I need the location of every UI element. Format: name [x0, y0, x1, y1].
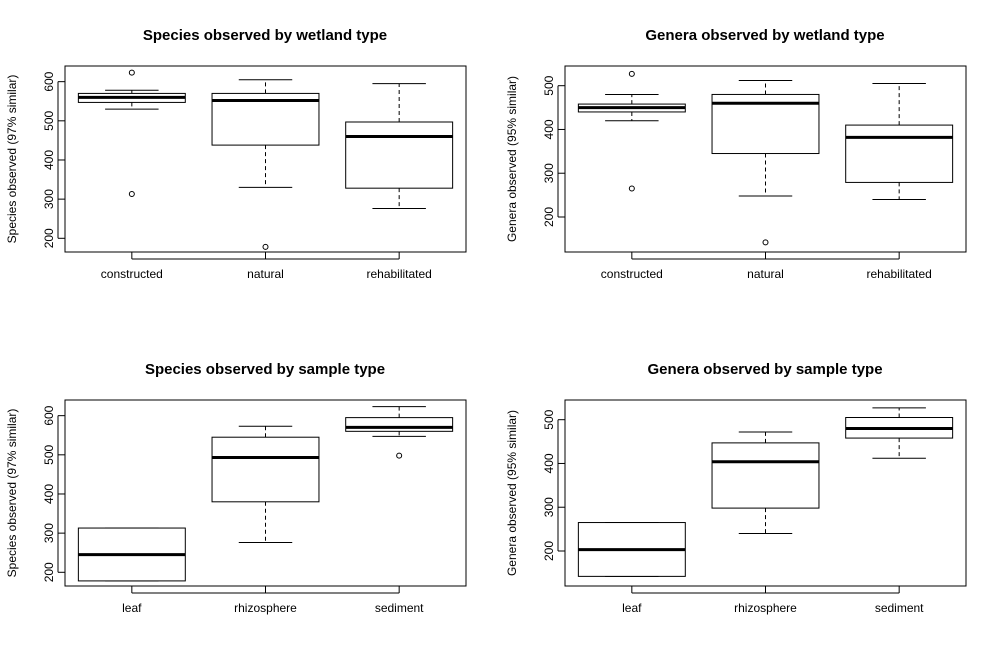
x-tick-label: rehabilitated — [366, 267, 431, 281]
x-tick-label: leaf — [122, 601, 142, 615]
boxes — [77, 69, 454, 250]
boxes — [77, 406, 454, 582]
y-tick-label: 500 — [542, 75, 556, 95]
box — [345, 417, 454, 432]
outlier-point — [628, 185, 635, 192]
y-axis: 200 300 400 500 — [542, 75, 565, 227]
y-tick-label: 400 — [42, 150, 56, 170]
chart-title: Genera observed by sample type — [647, 361, 882, 378]
y-axis-label: Species observed (97% similar) — [5, 409, 19, 578]
box — [345, 121, 454, 189]
x-tick-label: sediment — [375, 601, 424, 615]
x-tick-label: leaf — [622, 601, 642, 615]
x-tick-label: constructed — [601, 267, 663, 281]
boxes — [577, 407, 954, 577]
y-tick-label: 200 — [42, 562, 56, 582]
x-axis: constructed natural rehabilitated — [101, 252, 432, 281]
y-axis-label: Species observed (97% similar) — [5, 75, 19, 244]
outlier-point — [628, 70, 635, 77]
x-tick-label: natural — [247, 267, 284, 281]
y-tick-label: 300 — [42, 189, 56, 209]
x-tick-label: rhizosphere — [234, 601, 297, 615]
y-axis: 200 300 400 500 — [542, 409, 565, 561]
outlier-point — [128, 69, 135, 76]
y-axis: 200 300 400 500 600 — [42, 71, 65, 248]
x-tick-label: rhizosphere — [734, 601, 797, 615]
x-tick-label: natural — [747, 267, 784, 281]
chart-title: Species observed by sample type — [145, 361, 385, 378]
y-tick-label: 600 — [42, 71, 56, 91]
box — [211, 436, 320, 503]
y-tick-label: 500 — [542, 409, 556, 429]
x-tick-label: constructed — [101, 267, 163, 281]
panel-genera-wetland: Genera observed by wetland type Genera o… — [505, 27, 967, 281]
y-tick-label: 300 — [542, 497, 556, 517]
panel-species-sample: Species observed by sample type Species … — [5, 361, 467, 615]
x-axis: leaf rhizosphere sediment — [622, 586, 924, 615]
y-axis: 200 300 400 500 600 — [42, 405, 65, 582]
y-tick-label: 400 — [542, 453, 556, 473]
y-tick-label: 500 — [42, 110, 56, 130]
y-axis-label: Genera observed (95% similar) — [505, 76, 519, 242]
y-tick-label: 200 — [42, 228, 56, 248]
y-tick-label: 500 — [42, 444, 56, 464]
x-tick-label: sediment — [875, 601, 924, 615]
y-tick-label: 400 — [42, 484, 56, 504]
box — [711, 442, 820, 509]
y-tick-label: 400 — [542, 119, 556, 139]
boxes — [577, 70, 954, 246]
box — [845, 124, 954, 183]
y-tick-label: 300 — [42, 523, 56, 543]
y-tick-label: 200 — [542, 541, 556, 561]
x-axis: constructed natural rehabilitated — [601, 252, 932, 281]
outlier-point — [262, 243, 269, 250]
outlier-point — [128, 191, 135, 198]
y-tick-label: 300 — [542, 163, 556, 183]
box — [211, 92, 320, 146]
y-tick-label: 200 — [542, 207, 556, 227]
panel-species-wetland: Species observed by wetland type Species… — [5, 27, 467, 281]
chart-title: Genera observed by wetland type — [645, 27, 884, 44]
y-axis-label: Genera observed (95% similar) — [505, 410, 519, 576]
chart-title: Species observed by wetland type — [143, 27, 387, 44]
panel-genera-sample: Genera observed by sample type Genera ob… — [505, 361, 967, 615]
y-tick-label: 600 — [42, 405, 56, 425]
outlier-point — [396, 452, 403, 459]
outlier-point — [762, 239, 769, 246]
x-axis: leaf rhizosphere sediment — [122, 586, 424, 615]
x-tick-label: rehabilitated — [866, 267, 931, 281]
